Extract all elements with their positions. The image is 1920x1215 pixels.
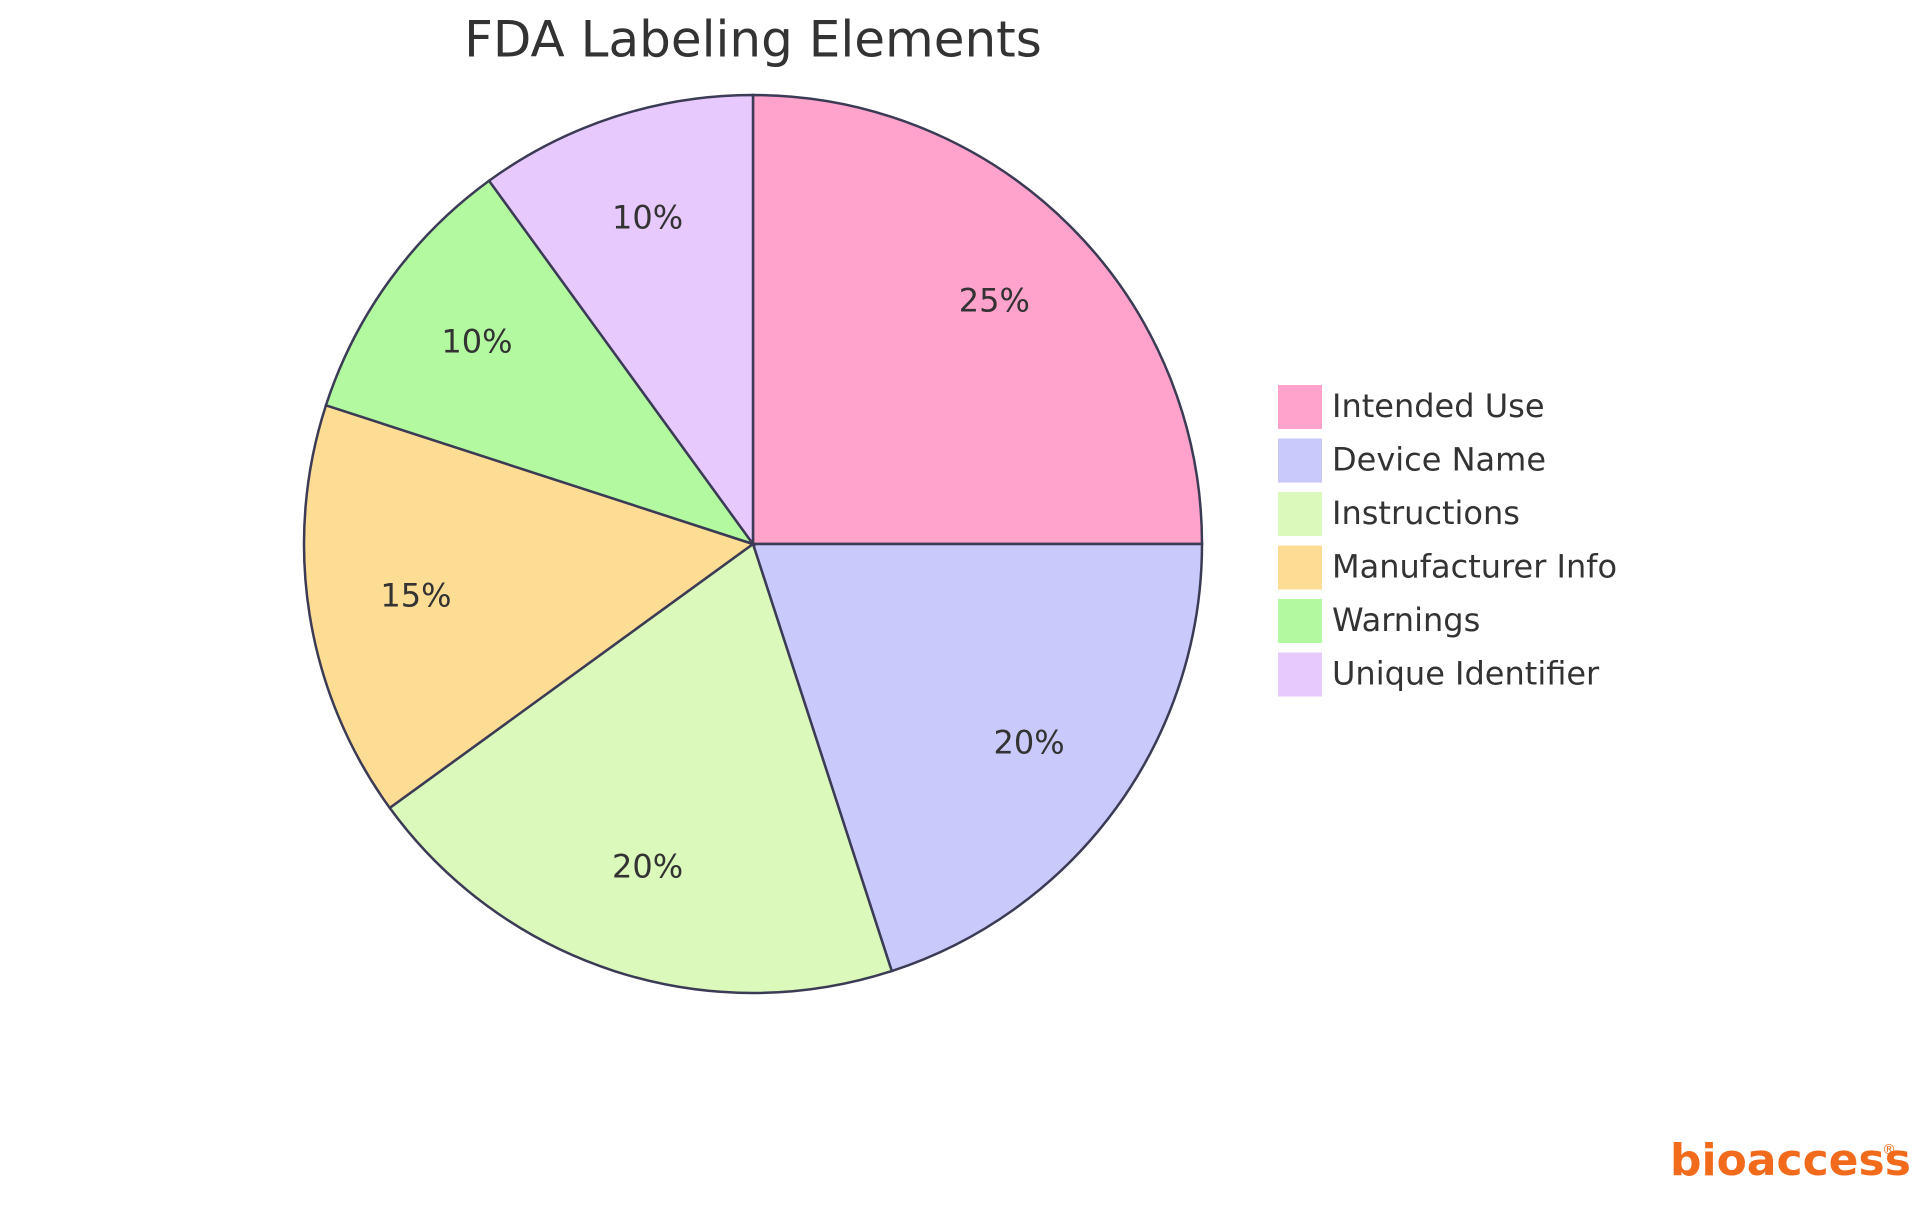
legend-swatch — [1278, 385, 1322, 429]
legend-swatch — [1278, 652, 1322, 697]
legend-swatch — [1278, 492, 1322, 536]
pie-slice — [751, 93, 1204, 546]
logo-mark: ® — [1882, 1142, 1896, 1158]
legend-label: Unique Identifier — [1332, 655, 1600, 693]
value-label: 10% — [441, 322, 512, 360]
logo-text: bioaccess — [1670, 1135, 1911, 1186]
value-label: 15% — [380, 576, 451, 614]
value-label: 10% — [612, 198, 683, 236]
value-label: 25% — [959, 282, 1030, 320]
pie-slice — [302, 403, 756, 810]
value-label: 20% — [612, 848, 683, 886]
pie-slice — [388, 541, 894, 995]
legend-swatch — [1278, 438, 1322, 483]
legend-label: Warnings — [1332, 601, 1480, 639]
legend-label: Device Name — [1332, 441, 1546, 479]
legend-label: Instructions — [1332, 494, 1520, 532]
legend-swatch — [1278, 545, 1322, 590]
legend-label: Manufacturer Info — [1332, 548, 1617, 586]
logo: bioaccess ® — [1670, 1135, 1911, 1186]
chart-title: FDA Labeling Elements — [464, 11, 1042, 69]
legend-swatch — [1278, 599, 1322, 643]
pie-slice — [324, 179, 757, 547]
pie-slice — [751, 542, 1204, 973]
legend-label: Intended Use — [1332, 387, 1545, 425]
value-label: 20% — [994, 724, 1065, 762]
pie-slice — [487, 93, 755, 548]
